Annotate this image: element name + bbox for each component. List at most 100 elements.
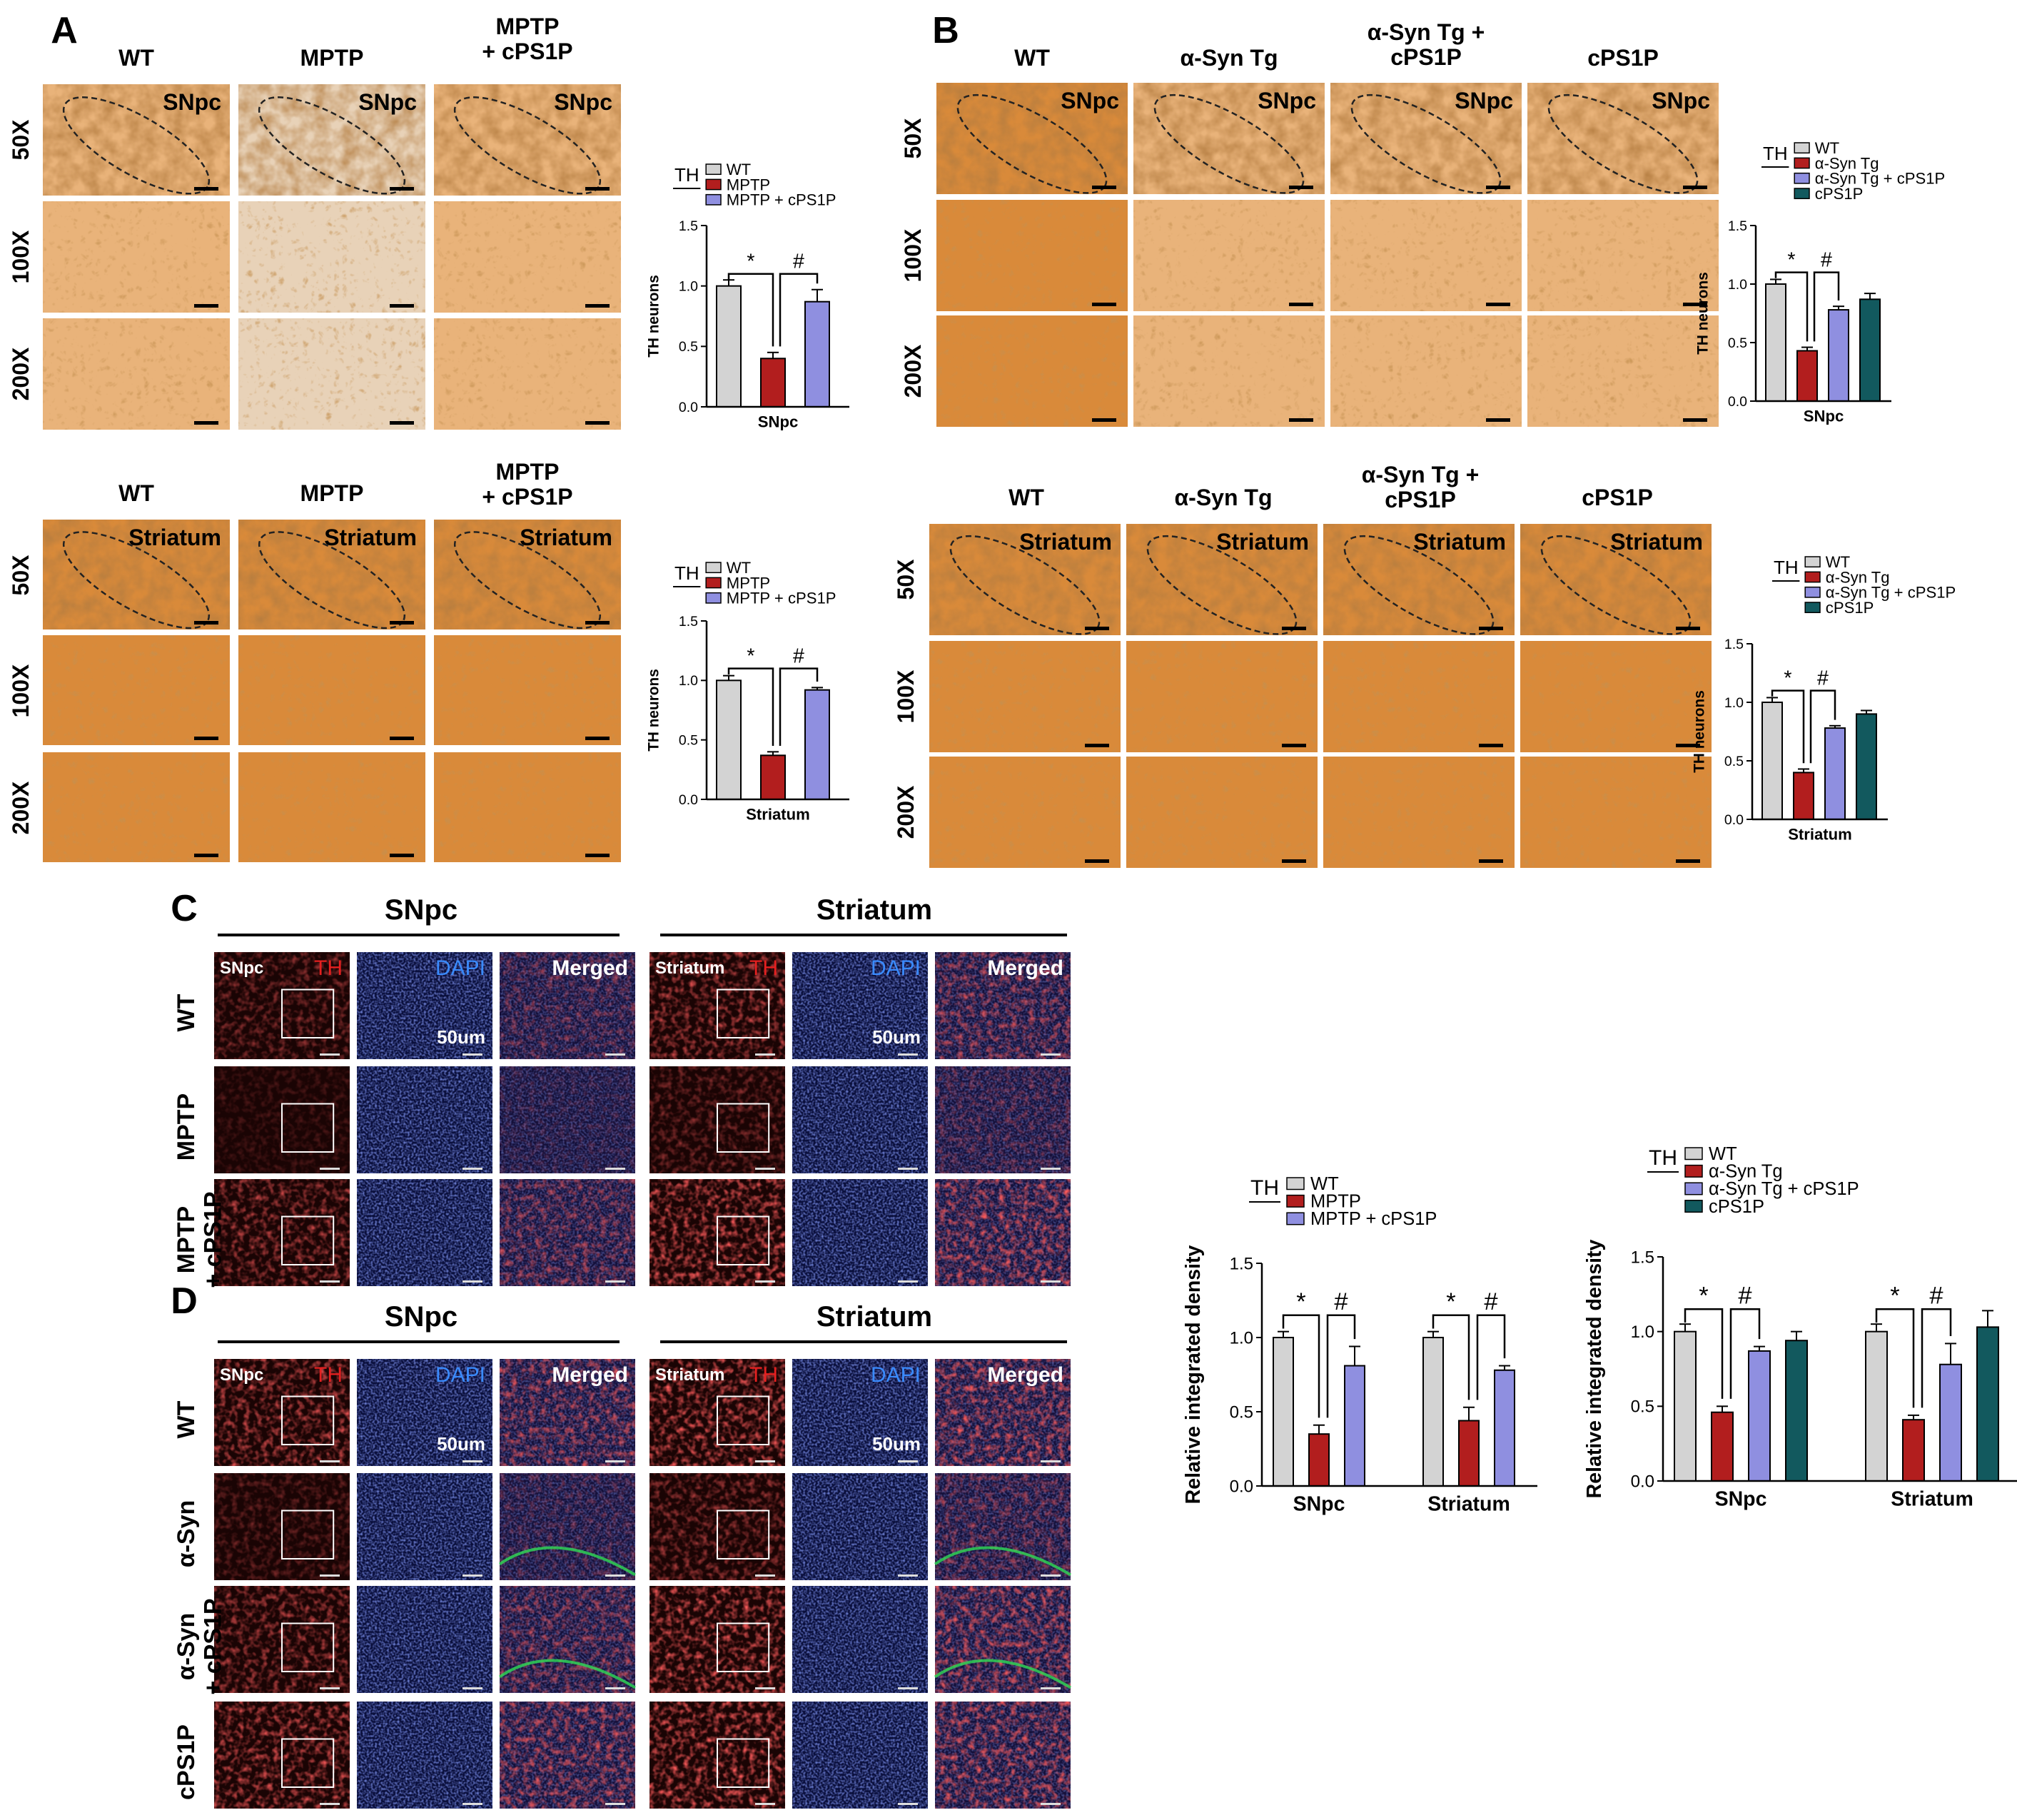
- ihc-snpc-tile: [43, 318, 230, 430]
- tile-th: [935, 1702, 1071, 1809]
- scale-bar: [898, 1687, 918, 1689]
- scale-bar: [755, 1803, 775, 1805]
- magnification-label: 100X: [8, 664, 34, 717]
- scale-label: 50um: [872, 1026, 921, 1048]
- tile-texture: [43, 201, 230, 313]
- tile-texture: [936, 315, 1128, 427]
- tile-channel-label: Merged: [987, 956, 1063, 980]
- scale-bar: [1479, 627, 1503, 630]
- scale-bar: [320, 1803, 340, 1805]
- tile-texture: [1323, 641, 1515, 752]
- scale-bar: [1041, 1803, 1061, 1805]
- tile-channel-label: TH: [314, 1363, 343, 1387]
- y-tick-label: 1.0: [1230, 1328, 1253, 1348]
- dapi-snpc-tile: [357, 1066, 492, 1173]
- chart-a-striatum: 0.0 0.5 1.0 1.5 Striatum TH neurons * #: [645, 614, 849, 824]
- tile-texture: [1330, 315, 1522, 427]
- text-line: cPS1P: [1385, 487, 1456, 512]
- bar: [1761, 702, 1783, 820]
- tile-texture: [1323, 524, 1515, 635]
- ihc-striatum-b-tile: [1323, 757, 1515, 868]
- scale-bar: [1282, 627, 1306, 630]
- legend-title: TH: [1649, 1146, 1677, 1170]
- scale-bar: [1282, 859, 1306, 863]
- legend-swatch: [1286, 1194, 1305, 1208]
- legend-swatch: [1804, 556, 1821, 568]
- scale-bar: [1289, 303, 1313, 306]
- scale-bar: [390, 737, 414, 740]
- zoom-box: [717, 989, 770, 1038]
- scale-bar: [194, 737, 218, 740]
- row-label: MPTP+ cPS1P: [173, 1191, 226, 1288]
- legend-swatch: [1804, 586, 1821, 598]
- bar: [1856, 713, 1877, 821]
- significance-bracket: [1875, 1308, 1915, 1408]
- y-tick-label: 1.0: [1728, 277, 1747, 293]
- legend-swatch: [1794, 172, 1810, 184]
- ihc-snpc-tile: [434, 201, 621, 313]
- y-tick-label: 1.0: [679, 278, 698, 294]
- dapi-str-tile: [792, 1359, 928, 1466]
- merged-str-tile: [935, 1179, 1071, 1286]
- th-str-tile: [649, 1586, 785, 1693]
- text-line: α-Syn Tg +: [1362, 462, 1480, 487]
- tile-texture: [1133, 200, 1325, 311]
- ihc-striatum-tile: [238, 752, 425, 862]
- region-label: SNpc: [1258, 88, 1316, 113]
- text-line: α-Syn: [173, 1613, 200, 1681]
- th-snpc-tile: [214, 1702, 350, 1809]
- scale-bar: [1092, 418, 1116, 422]
- y-tick-label: 1.5: [1230, 1254, 1253, 1273]
- region-label: SNpc: [1455, 88, 1513, 113]
- legend-entry: α-Syn Tg + cPS1P: [1815, 170, 1945, 188]
- bar: [1765, 283, 1786, 402]
- region-label: Striatum: [324, 525, 417, 550]
- tile-th: [500, 1179, 635, 1286]
- significance-mark: #: [1484, 1288, 1498, 1315]
- ihc-snpc-tile: [238, 201, 425, 313]
- th-snpc-tile: [214, 1179, 350, 1286]
- tile-th: [500, 1359, 635, 1466]
- ihc-striatum-b-tile: [1323, 524, 1515, 635]
- region-outline: [453, 96, 602, 195]
- scale-bar: [1486, 303, 1510, 306]
- scale-bar: [755, 1574, 775, 1577]
- region-header: Striatum: [817, 1301, 932, 1333]
- scale-label: 50um: [437, 1433, 485, 1455]
- dapi-snpc-tile: [357, 1702, 492, 1809]
- legend-entry: WT: [1826, 553, 1850, 571]
- column-header: WT: [118, 45, 154, 71]
- significance-mark: #: [1929, 1282, 1943, 1309]
- ihc-snpc-tile: [238, 84, 425, 196]
- scale-bar: [1486, 418, 1510, 422]
- legend-swatch: [1804, 571, 1821, 583]
- legend-swatch: [1794, 142, 1810, 154]
- region-label: SNpc: [554, 89, 612, 115]
- scale-bar: [320, 1168, 340, 1170]
- magnification-label: 50X: [8, 119, 34, 161]
- legend-entry: MPTP + cPS1P: [727, 590, 836, 607]
- scale-label: 50um: [872, 1433, 921, 1455]
- ihc-snpc-b-tile: [1330, 315, 1522, 427]
- region-header: SNpc: [385, 1301, 458, 1333]
- bar: [1796, 350, 1818, 403]
- legend-entry: cPS1P: [1815, 185, 1864, 203]
- column-header: MPTP: [300, 45, 364, 71]
- panel-letter-c: C: [171, 888, 198, 929]
- significance-bracket: [779, 273, 819, 347]
- tile-region-label: SNpc: [220, 1365, 263, 1385]
- scale-bar: [462, 1687, 482, 1689]
- ihc-striatum-tile: [434, 752, 621, 862]
- scale-bar: [605, 1687, 625, 1689]
- zoom-box: [281, 1103, 335, 1153]
- legend-swatch: [705, 178, 722, 191]
- tile-texture: [357, 952, 492, 1059]
- ihc-striatum-tile: [434, 520, 621, 630]
- scale-bar: [585, 187, 610, 191]
- y-tick-label: 0.0: [1728, 394, 1747, 410]
- ihc-striatum-b-tile: [1126, 524, 1318, 635]
- legend-swatch: [1684, 1147, 1703, 1161]
- scale-bar: [1092, 186, 1116, 189]
- scale-bar: [390, 621, 414, 625]
